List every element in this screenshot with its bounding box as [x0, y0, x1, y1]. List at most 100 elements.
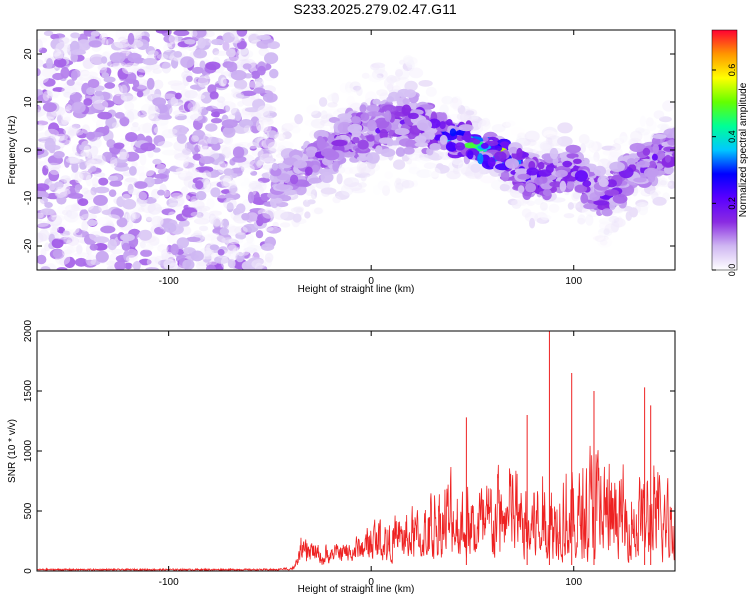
spectrogram-cell-564 [256, 108, 271, 120]
spectrogram-cell-1392 [662, 100, 675, 112]
spectrogram-cell-1207 [122, 198, 137, 210]
spectrogram-cell-3115 [320, 148, 337, 158]
spectrogram-cell-783 [147, 105, 160, 117]
spectrogram-cell-758 [52, 249, 63, 259]
spectrogram-cell-336 [88, 205, 102, 214]
spectrogram-cell-716 [160, 122, 169, 130]
colorbar-tick-label-3: 0.6 [727, 64, 737, 77]
spectrogram-cell-382 [210, 235, 226, 246]
spectrogram-cell-1110 [90, 165, 97, 172]
spectrogram-cell-1249 [67, 129, 84, 136]
spectrogram-cell-1265 [71, 101, 86, 114]
spectrogram-cell-806 [228, 238, 244, 245]
spectrogram-cell-403 [48, 169, 60, 182]
spectrogram-cell-964 [250, 170, 258, 176]
spectrogram-cell-1161 [170, 243, 179, 256]
spectrogram-cell-1027 [244, 107, 260, 113]
colorbar-tick-label-0: 0.0 [727, 264, 737, 277]
spectrogram-cell-3163 [566, 181, 575, 190]
spectrogram-cell-1910 [343, 167, 354, 175]
spectrogram-cell-1375 [451, 97, 459, 104]
spectrogram-cell-1840 [637, 128, 651, 136]
spectrogram-cell-1188 [128, 188, 140, 196]
spectrogram-cell-1094 [56, 206, 64, 213]
spectrogram-cell-1269 [97, 154, 106, 166]
spectrogram-cell-1266 [88, 40, 102, 48]
spectrogram-cell-823 [186, 236, 201, 242]
spectrogram-cell-1354 [418, 80, 433, 87]
spectrogram-cell-1942 [657, 123, 670, 130]
spectrogram-cell-516 [153, 49, 162, 61]
spectrogram-cell-924 [161, 149, 178, 156]
spectrogram-cell-809 [163, 34, 175, 43]
spectrogram-cell-1221 [84, 157, 95, 168]
spectrogram-cell-3162 [652, 143, 659, 154]
spectrogram-cell-69 [143, 109, 155, 121]
spectrogram-cell-871 [261, 119, 269, 132]
spectrogram-cell-1227 [120, 233, 135, 242]
spectrogram-cell-3167 [467, 150, 474, 160]
spectrogram-cell-618 [81, 220, 89, 232]
spectrogram-cell-1387 [541, 126, 558, 139]
spectrogram-cell-858 [37, 183, 50, 192]
spectrogram-cell-934 [161, 208, 176, 216]
spectrogram-cell-1196 [119, 148, 127, 160]
spectrogram-cell-971 [77, 171, 92, 181]
spectrogram-cell-1191 [53, 151, 65, 159]
spectrogram-cell-197 [67, 127, 75, 140]
spectrogram-cell-3100 [565, 144, 581, 154]
spectrogram-cell-1014 [78, 144, 92, 151]
spectrogram-cell-450 [240, 47, 249, 57]
spectrogram-cell-487 [111, 248, 123, 255]
spectrogram-cell-1293 [86, 131, 95, 140]
spectrogram-cell-941 [123, 262, 133, 270]
spectrogram-cell-1424 [311, 207, 325, 215]
spectrogram-cell-1015 [255, 262, 263, 270]
spectrogram-cell-796 [39, 196, 49, 205]
spectrogram-cell-1780 [279, 222, 291, 228]
spectrogram-cell-1606 [274, 133, 286, 140]
spectrogram-cell-3131 [386, 96, 395, 103]
spectrogram-cell-1097 [176, 237, 189, 249]
spectrogram-cell-1214 [63, 126, 79, 137]
spectrogram-cell-1846 [557, 136, 573, 147]
spectrogram-cell-1912 [286, 122, 299, 128]
spectrogram-cell-3098 [555, 169, 568, 178]
spectrogram-cell-1216 [223, 168, 234, 176]
snr-series-line [37, 445, 675, 571]
spectrogram-cell-1079 [226, 61, 238, 73]
spectrogram-cell-573 [65, 210, 73, 218]
spectrogram-cell-1584 [394, 178, 410, 190]
spectrogram-cell-1532 [543, 130, 556, 138]
spectrogram-cell-802 [240, 180, 257, 190]
spectrogram-cell-3050 [394, 128, 410, 136]
spectrogram-cell-671 [63, 249, 73, 255]
spectrogram-cell-912 [157, 244, 169, 253]
spectrogram-cell-202 [104, 82, 116, 89]
spectrogram-cell-1250 [157, 189, 165, 196]
spectrogram-cell-510 [139, 114, 155, 120]
spectrogram-cell-1087 [187, 101, 201, 112]
spectrogram-cell-1070 [110, 208, 124, 219]
spectrogram-cell-1210 [163, 263, 180, 270]
spectrogram-cell-1129 [213, 50, 230, 56]
spectrogram-cell-474 [138, 206, 145, 213]
spectrogram-cell-2975 [648, 160, 657, 169]
spectrogram-cell-3149 [429, 143, 442, 151]
spectrogram-cell-1229 [199, 156, 215, 165]
spectrogram-cell-379 [227, 242, 241, 252]
spectrogram-cell-3184 [449, 128, 457, 137]
spectrogram-cell-3177 [629, 142, 646, 153]
spectrogram-cell-1665 [567, 202, 575, 210]
spectrogram-cell-1273 [258, 79, 264, 86]
snr-x-tick-label-2: 100 [565, 577, 582, 588]
spectrogram-cell-3143 [517, 173, 531, 180]
spectrogram-cell-1877 [603, 228, 610, 235]
spectrogram-cell-1760 [293, 206, 305, 213]
spectrogram-cell-918 [118, 35, 130, 42]
spectrogram-cell-1803 [645, 117, 654, 127]
spectrogram-cell-1007 [77, 198, 89, 207]
snr-x-label: Height of straight line (km) [298, 584, 415, 595]
spectrogram-cell-319 [243, 111, 252, 119]
spectrogram-cell-1260 [46, 58, 53, 69]
